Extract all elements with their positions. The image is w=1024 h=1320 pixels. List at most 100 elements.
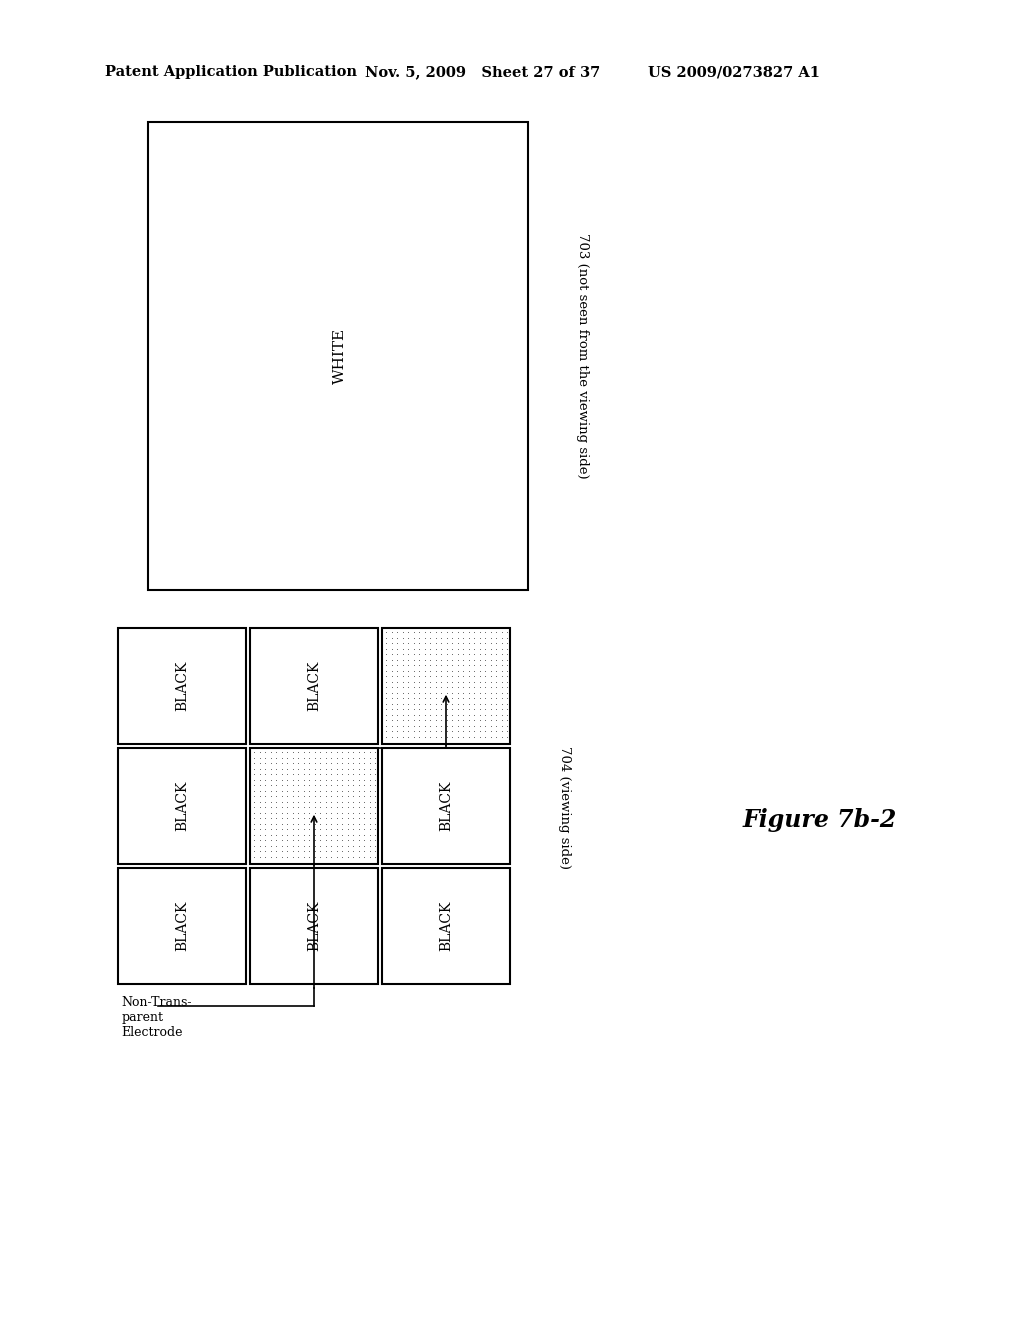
Point	[378, 676, 394, 697]
Point	[367, 770, 383, 791]
Point	[339, 818, 355, 840]
Point	[417, 721, 433, 742]
Point	[367, 742, 383, 763]
Point	[355, 824, 372, 845]
Point	[466, 715, 482, 737]
Point	[279, 752, 295, 774]
Point	[455, 704, 471, 725]
Point	[334, 763, 350, 784]
Point	[290, 775, 306, 796]
Point	[306, 808, 323, 829]
Point	[494, 682, 510, 704]
Point	[367, 846, 383, 867]
Point	[306, 829, 323, 850]
Point	[246, 763, 262, 784]
Point	[355, 846, 372, 867]
Point	[394, 660, 411, 681]
Point	[251, 846, 267, 867]
Point	[482, 676, 499, 697]
Point	[477, 693, 494, 714]
Point	[334, 808, 350, 829]
Point	[443, 649, 460, 671]
Point	[487, 622, 504, 643]
Point	[417, 693, 433, 714]
Point	[394, 638, 411, 659]
Point	[323, 752, 339, 774]
Point	[246, 818, 262, 840]
Text: 704 (viewing side): 704 (viewing side)	[557, 747, 570, 870]
Point	[317, 763, 334, 784]
Point	[301, 791, 317, 812]
Text: Non-Trans-
parent
Electrode: Non-Trans- parent Electrode	[122, 997, 191, 1039]
Point	[399, 660, 416, 681]
Point	[361, 796, 378, 817]
Point	[378, 655, 394, 676]
Point	[422, 643, 438, 664]
Point	[273, 752, 290, 774]
Point	[262, 747, 279, 768]
Point	[301, 770, 317, 791]
Point	[499, 698, 515, 719]
Point	[411, 665, 427, 686]
Point	[461, 682, 477, 704]
Point	[268, 824, 285, 845]
Point	[273, 846, 290, 867]
Point	[482, 671, 499, 692]
Point	[279, 785, 295, 807]
Point	[406, 698, 422, 719]
Point	[301, 775, 317, 796]
Point	[323, 846, 339, 867]
Point	[317, 752, 334, 774]
Point	[334, 818, 350, 840]
Point	[433, 693, 450, 714]
Point	[334, 846, 350, 867]
Point	[345, 829, 361, 850]
Point	[279, 824, 295, 845]
Point	[285, 780, 301, 801]
Point	[367, 808, 383, 829]
Point	[329, 836, 345, 857]
Point	[311, 796, 328, 817]
Point	[433, 676, 450, 697]
Point	[438, 698, 455, 719]
Point	[306, 824, 323, 845]
Point	[295, 791, 311, 812]
Point	[345, 791, 361, 812]
Point	[355, 775, 372, 796]
Point	[268, 752, 285, 774]
Point	[345, 808, 361, 829]
Point	[417, 704, 433, 725]
Point	[378, 693, 394, 714]
Point	[438, 638, 455, 659]
Point	[487, 709, 504, 730]
Point	[339, 808, 355, 829]
Point	[345, 813, 361, 834]
Point	[482, 622, 499, 643]
Point	[279, 770, 295, 791]
Point	[329, 791, 345, 812]
Point	[466, 665, 482, 686]
Point	[257, 785, 273, 807]
Point	[466, 688, 482, 709]
Point	[350, 770, 367, 791]
Point	[438, 627, 455, 648]
Point	[350, 841, 367, 862]
Point	[461, 688, 477, 709]
Point	[433, 632, 450, 653]
Point	[383, 638, 399, 659]
Bar	[382, 869, 510, 983]
Point	[427, 709, 443, 730]
Point	[450, 721, 466, 742]
Point	[334, 785, 350, 807]
Point	[394, 655, 411, 676]
Point	[438, 643, 455, 664]
Point	[361, 829, 378, 850]
Point	[411, 643, 427, 664]
Point	[295, 813, 311, 834]
Point	[477, 704, 494, 725]
Point	[285, 841, 301, 862]
Point	[290, 770, 306, 791]
Point	[290, 785, 306, 807]
Point	[406, 704, 422, 725]
Point	[339, 775, 355, 796]
